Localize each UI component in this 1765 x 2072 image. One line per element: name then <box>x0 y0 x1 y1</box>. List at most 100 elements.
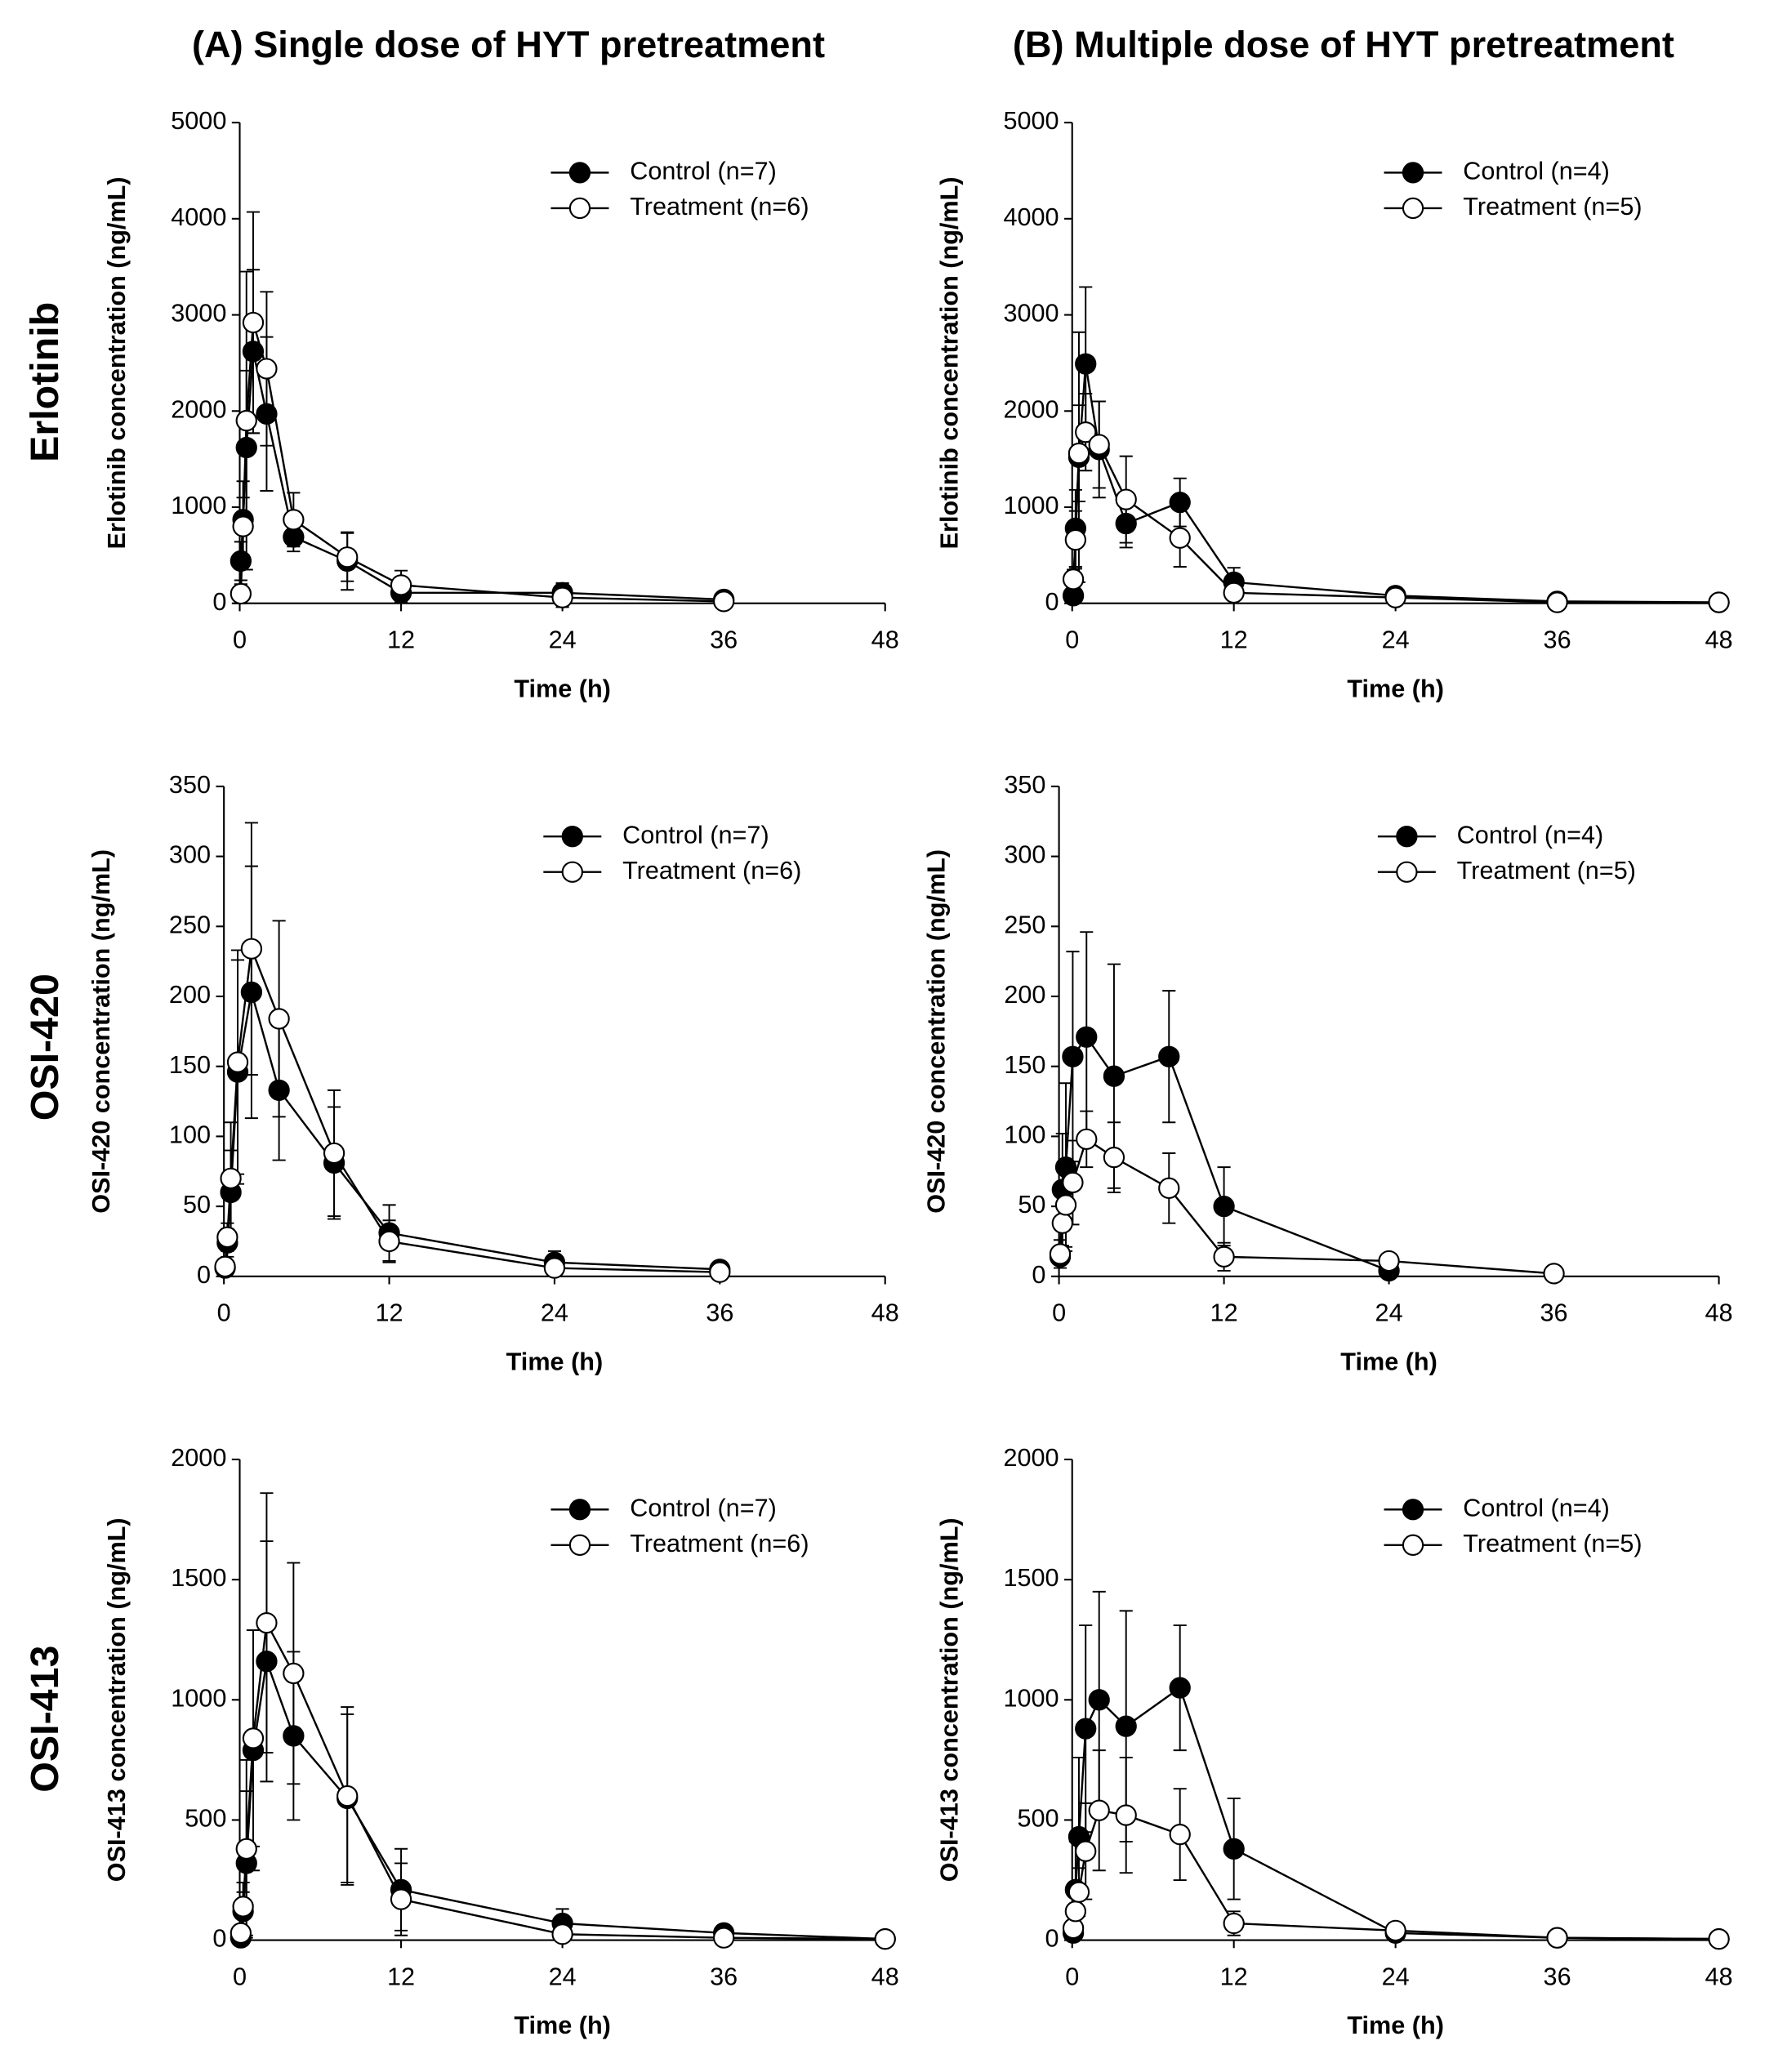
legend-marker <box>561 826 583 848</box>
x-tick-label: 0 <box>1052 1299 1066 1327</box>
x-tick-label: 0 <box>233 626 247 654</box>
data-point <box>283 1662 305 1685</box>
y-tick-label: 0 <box>212 588 226 616</box>
x-tick-label: 36 <box>710 626 738 654</box>
data-point <box>240 938 263 960</box>
y-tick-label: 100 <box>1004 1121 1045 1149</box>
y-tick-label: 3000 <box>1003 300 1059 328</box>
series-line <box>1059 1137 1554 1275</box>
x-tick-label: 36 <box>1540 1299 1568 1327</box>
y-tick-label: 200 <box>1004 981 1045 1009</box>
x-tick-label: 48 <box>1705 1963 1733 1990</box>
data-point <box>1169 1823 1191 1846</box>
legend-label: Treatment (n=5) <box>1463 193 1642 221</box>
data-point <box>1543 1263 1565 1285</box>
x-tick-label: 24 <box>549 1963 577 1990</box>
data-point <box>713 1927 735 1949</box>
y-tick-label: 200 <box>169 981 211 1009</box>
legend-marker <box>1402 1534 1424 1556</box>
series-line <box>1072 1809 1719 1941</box>
data-point <box>1076 1128 1098 1150</box>
data-point <box>230 582 252 605</box>
y-tick-label: 50 <box>1018 1191 1045 1219</box>
data-point <box>1213 1195 1235 1218</box>
data-point <box>256 1611 278 1634</box>
legend-label: Control (n=4) <box>1463 1494 1610 1522</box>
x-tick-label: 36 <box>1544 626 1571 654</box>
y-tick-label: 2000 <box>1003 1444 1059 1472</box>
legend-label: Treatment (n=6) <box>622 857 801 884</box>
y-tick-label: 500 <box>185 1805 226 1833</box>
data-point <box>242 1727 265 1749</box>
legend-marker <box>568 1534 591 1556</box>
data-point <box>1054 1194 1077 1216</box>
x-tick-label: 48 <box>871 1963 899 1990</box>
y-axis-label: OSI-413 concentration (ng/mL) <box>935 1517 963 1882</box>
x-tick-label: 36 <box>710 1963 738 1990</box>
y-tick-label: 500 <box>1017 1805 1059 1833</box>
y-tick-label: 0 <box>1032 1261 1045 1289</box>
x-tick-label: 48 <box>871 1299 899 1327</box>
data-point <box>235 1838 257 1860</box>
x-tick-label: 24 <box>541 1299 568 1327</box>
data-point <box>1064 528 1086 551</box>
legend-label: Treatment (n=6) <box>630 1530 809 1557</box>
legend-label: Treatment (n=5) <box>1463 1530 1642 1557</box>
y-tick-label: 1000 <box>171 1684 226 1712</box>
data-point <box>283 509 305 531</box>
x-tick-label: 0 <box>1065 1963 1079 1990</box>
data-point <box>235 436 257 459</box>
legend-label: Control (n=4) <box>1463 157 1610 185</box>
data-point <box>1115 1715 1137 1737</box>
x-tick-label: 36 <box>706 1299 733 1327</box>
y-tick-label: 250 <box>169 911 211 938</box>
data-point <box>1115 1804 1137 1826</box>
data-point <box>230 1922 252 1944</box>
x-axis-label: Time (h) <box>506 1348 604 1375</box>
series-line <box>1072 430 1719 604</box>
y-axis-label: OSI-413 concentration (ng/mL) <box>103 1517 131 1882</box>
data-point <box>551 1923 573 1945</box>
x-axis-label: Time (h) <box>514 675 611 702</box>
legend-label: Control (n=7) <box>630 1494 777 1522</box>
series-line <box>239 351 724 601</box>
data-point <box>1088 1799 1110 1821</box>
x-tick-label: 24 <box>1382 626 1410 654</box>
data-point <box>216 1226 238 1248</box>
data-point <box>240 981 263 1004</box>
series-line <box>239 1620 885 1941</box>
x-axis-label: Time (h) <box>1340 1348 1437 1375</box>
data-point <box>709 1261 731 1283</box>
y-tick-label: 0 <box>212 1925 226 1953</box>
column-title: (B) Multiple dose of HYT pretreatment <box>1013 24 1674 65</box>
data-point <box>256 1651 278 1673</box>
legend-marker <box>568 162 591 184</box>
y-tick-label: 300 <box>1004 841 1045 869</box>
y-tick-label: 1500 <box>1003 1564 1059 1592</box>
row-label: OSI-420 <box>23 974 67 1121</box>
legend-marker <box>1396 826 1418 848</box>
data-point <box>1115 512 1137 535</box>
y-tick-label: 4000 <box>1003 203 1059 231</box>
data-point <box>1049 1243 1072 1265</box>
data-point <box>1067 1881 1090 1903</box>
data-point <box>1067 442 1090 465</box>
data-point <box>1158 1177 1180 1199</box>
data-point <box>1378 1250 1400 1272</box>
x-tick-label: 12 <box>376 1299 403 1327</box>
y-tick-label: 150 <box>1004 1051 1045 1079</box>
x-tick-label: 12 <box>1220 626 1248 654</box>
data-point <box>242 311 265 334</box>
data-point <box>1075 1718 1097 1740</box>
data-point <box>1223 581 1245 604</box>
legend-marker <box>561 861 583 883</box>
x-tick-label: 24 <box>549 626 577 654</box>
y-tick-label: 0 <box>197 1261 211 1289</box>
data-point <box>874 1927 896 1950</box>
data-point <box>230 550 252 573</box>
legend-marker <box>1402 197 1424 220</box>
y-tick-label: 1000 <box>1003 1684 1059 1712</box>
x-tick-label: 48 <box>1705 1299 1733 1327</box>
